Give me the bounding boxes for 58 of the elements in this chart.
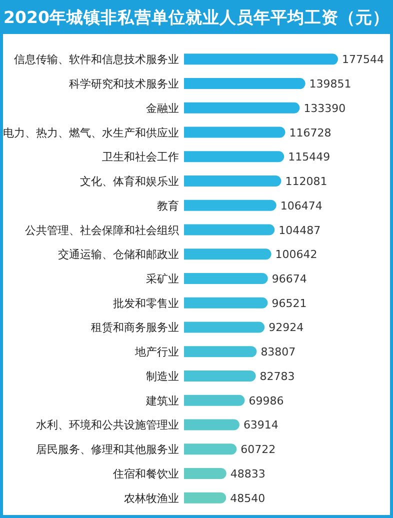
data-label: 112081 bbox=[285, 175, 328, 188]
data-label: 100642 bbox=[275, 248, 318, 262]
data-label: 48833 bbox=[230, 467, 266, 480]
bar bbox=[184, 370, 256, 382]
data-label: 177544 bbox=[342, 53, 384, 66]
bar bbox=[184, 126, 286, 138]
y-tick-label: 交通运输、仓储和邮政业 bbox=[58, 248, 179, 262]
y-tick-label: 科学研究和技术服务业 bbox=[69, 78, 179, 91]
data-label: 133390 bbox=[304, 102, 346, 115]
y-tick-label: 电力、热力、燃气、水生产和供应业 bbox=[3, 126, 179, 140]
bar bbox=[184, 346, 257, 358]
data-label: 96674 bbox=[272, 272, 307, 286]
y-tick-label: 建筑业 bbox=[145, 394, 179, 408]
bar bbox=[184, 248, 272, 260]
data-label: 48540 bbox=[230, 492, 266, 505]
data-label: 63914 bbox=[243, 418, 278, 432]
bar bbox=[184, 322, 265, 333]
y-tick-label: 卫生和社会工作 bbox=[102, 150, 179, 164]
bar bbox=[184, 297, 268, 308]
bar bbox=[184, 102, 300, 114]
data-label: 115449 bbox=[288, 150, 330, 164]
y-tick-label: 文化、体育和娱乐业 bbox=[80, 175, 179, 188]
bar bbox=[184, 176, 282, 187]
bar bbox=[184, 224, 275, 236]
bar bbox=[184, 78, 306, 90]
bar bbox=[184, 151, 284, 162]
y-tick-label: 采矿业 bbox=[146, 272, 179, 286]
bar bbox=[184, 419, 240, 430]
bar bbox=[184, 273, 268, 284]
data-label: 69986 bbox=[248, 394, 284, 408]
chart-title: 2020年城镇非私营单位就业人员年平均工资（元） bbox=[4, 8, 390, 27]
data-label: 96521 bbox=[272, 296, 307, 310]
y-tick-label: 农林牧渔业 bbox=[124, 492, 179, 505]
bar bbox=[184, 394, 245, 406]
y-tick-label: 住宿和餐饮业 bbox=[113, 467, 179, 480]
bar bbox=[184, 468, 226, 479]
y-tick-label: 水利、环境和公共设施管理业 bbox=[36, 418, 179, 432]
y-tick-label: 居民服务、修理和其他服务业 bbox=[36, 443, 179, 456]
data-label: 116728 bbox=[289, 126, 332, 140]
bar bbox=[184, 54, 338, 65]
y-tick-label: 金融业 bbox=[146, 102, 179, 115]
y-tick-label: 地产行业 bbox=[134, 346, 179, 359]
bar bbox=[184, 200, 276, 211]
y-tick-label: 制造业 bbox=[146, 370, 179, 383]
y-tick-label: 教育 bbox=[157, 199, 179, 212]
y-tick-label: 批发和零售业 bbox=[113, 296, 179, 310]
y-tick-label: 租赁和商务服务业 bbox=[91, 321, 179, 334]
data-label: 139851 bbox=[309, 78, 352, 91]
y-tick-label: 信息传输、软件和信息技术服务业 bbox=[14, 53, 179, 66]
data-label: 82783 bbox=[260, 370, 295, 383]
data-label: 104487 bbox=[278, 224, 321, 237]
data-label: 92924 bbox=[268, 321, 304, 334]
data-label: 60722 bbox=[240, 443, 276, 456]
data-label: 83807 bbox=[260, 346, 296, 359]
data-label: 106474 bbox=[280, 199, 322, 212]
bar bbox=[184, 492, 226, 504]
bar bbox=[184, 444, 237, 455]
y-tick-label: 公共管理、社会保障和社会组织 bbox=[25, 224, 179, 237]
